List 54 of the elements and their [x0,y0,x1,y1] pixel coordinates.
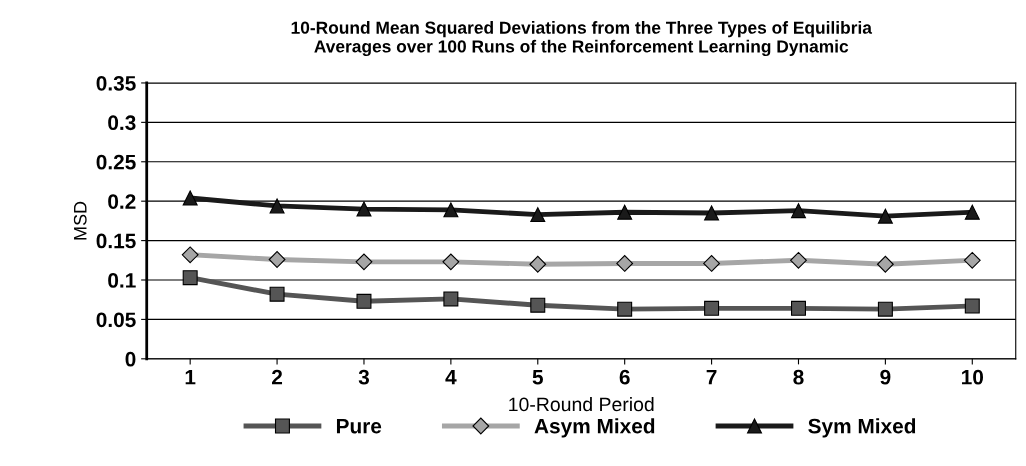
x-tick-label: 4 [445,370,457,385]
point [268,251,286,268]
point [964,298,980,314]
point [704,205,720,221]
point [877,301,893,317]
y-tick-label: 0.1 [108,273,136,288]
x-tick-label: 1 [185,370,196,385]
legend-label: Sym Mixed [808,418,916,438]
chart-title: 10-Round Mean Squared Deviations from the Three Types of Equilibria Averages over 100 Runs of the Reinforcement Learning Dynamic [291,21,873,57]
y-tick-label: 0.05 [96,312,136,328]
y-tick-label: 0.3 [108,115,136,131]
x-tick-label: 7 [706,370,717,385]
legend-label: Pure [336,418,382,434]
point [790,251,807,269]
point [356,201,372,217]
point [617,301,633,317]
point [704,300,720,316]
x-tick-label: 8 [793,369,804,385]
y-tick-label: 0.25 [96,154,136,170]
point [181,246,199,264]
point [877,208,893,224]
y-axis-title: MSD [73,201,87,240]
x-tick-label: 5 [532,370,543,385]
y-tick-label: 0.15 [96,233,136,249]
x-axis-title: 10-Round Period [509,396,654,412]
point [963,251,981,269]
x-tick-label: 3 [358,369,370,385]
point [529,255,547,273]
legend-label: Asym Mixed [534,418,655,438]
point [790,203,806,219]
point [269,286,285,302]
y-tick-label: 0.2 [108,194,136,209]
point [182,270,198,286]
point [617,204,633,220]
point [442,253,460,271]
point [530,297,546,313]
x-tick-label: 9 [880,369,891,385]
point [790,300,806,316]
point [356,293,372,309]
point [703,255,720,272]
point [355,253,373,271]
point [182,190,198,206]
y-tick-label: 0.35 [96,75,136,91]
x-tick-label: 10 [962,369,984,385]
point [964,204,980,220]
x-tick-label: 2 [272,369,283,385]
point [530,207,546,223]
point [443,291,459,307]
point [443,202,459,218]
point [269,198,285,214]
y-tick-label: 0 [125,351,136,367]
point [616,255,634,272]
x-tick-label: 6 [619,369,630,385]
point [876,255,894,273]
